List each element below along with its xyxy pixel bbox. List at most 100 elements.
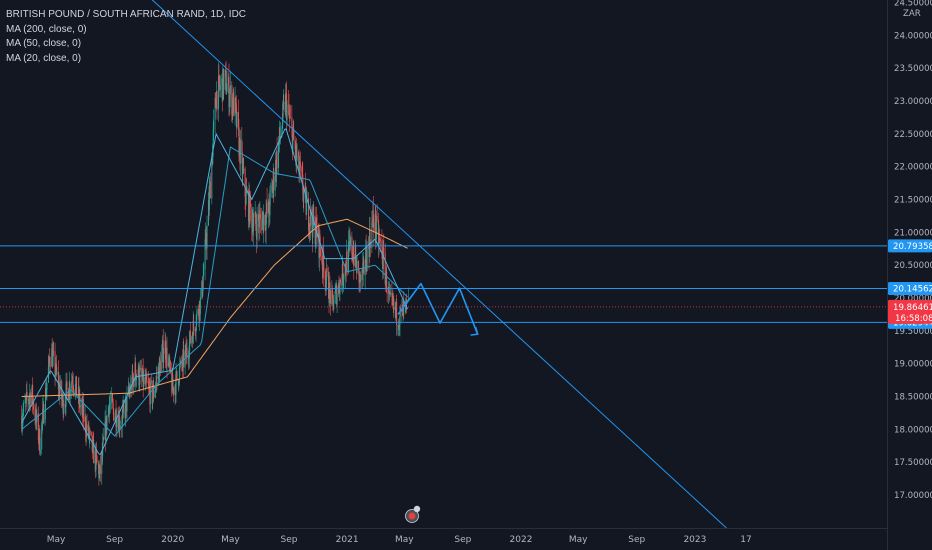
candle-body bbox=[368, 229, 370, 258]
candle-body bbox=[288, 105, 290, 116]
candle-body bbox=[252, 226, 254, 236]
candle-body bbox=[71, 381, 73, 390]
candle-body bbox=[85, 416, 87, 433]
candle-body bbox=[68, 396, 70, 401]
candle-body bbox=[197, 309, 199, 314]
time-tick-label: 2021 bbox=[336, 535, 359, 545]
candle-body bbox=[113, 408, 115, 421]
ma20-legend[interactable]: MA (20, close, 0) bbox=[6, 52, 82, 64]
candle-body bbox=[355, 245, 357, 264]
candle-body bbox=[276, 151, 278, 169]
candle-body bbox=[179, 365, 181, 369]
candle-body bbox=[217, 75, 219, 110]
candle-body bbox=[109, 404, 111, 405]
candle-body bbox=[402, 302, 404, 316]
candle-body bbox=[112, 403, 114, 409]
candle-body bbox=[272, 184, 274, 193]
candle-body bbox=[165, 341, 167, 360]
candle-body bbox=[212, 129, 214, 145]
candle-body bbox=[376, 216, 378, 220]
candle-body bbox=[372, 210, 374, 223]
candle-body bbox=[151, 380, 153, 384]
candle-body bbox=[27, 399, 29, 402]
candle-body bbox=[48, 356, 50, 361]
candle-body bbox=[183, 349, 185, 368]
ma20-line bbox=[21, 128, 409, 456]
candle-body bbox=[309, 208, 311, 227]
candle-body bbox=[326, 268, 328, 272]
candle-body bbox=[123, 403, 125, 409]
candle-body bbox=[364, 268, 366, 275]
candle-body bbox=[269, 191, 271, 216]
current-price-tag bbox=[888, 299, 932, 324]
ma50-legend[interactable]: MA (50, close, 0) bbox=[6, 38, 82, 49]
candle-body bbox=[386, 292, 388, 294]
candle-body bbox=[209, 181, 211, 199]
candle-body bbox=[405, 301, 407, 303]
candle-body bbox=[199, 296, 201, 315]
candle-body bbox=[108, 404, 110, 415]
candle-body bbox=[96, 449, 97, 457]
candle-body bbox=[346, 251, 348, 273]
level-tag-high-text: 20.79358 bbox=[893, 242, 932, 252]
candle-body bbox=[244, 168, 246, 198]
candle-body bbox=[21, 422, 23, 430]
candle-body bbox=[278, 141, 280, 144]
candle-body bbox=[204, 239, 206, 270]
candle-body bbox=[193, 320, 195, 329]
candle-body bbox=[89, 431, 91, 436]
candle-body bbox=[235, 97, 237, 105]
candle-body bbox=[132, 371, 134, 379]
candle-body bbox=[116, 427, 118, 428]
candle-body bbox=[339, 280, 341, 294]
candle-body bbox=[103, 438, 105, 440]
candle-body bbox=[329, 282, 331, 291]
candle-body bbox=[249, 195, 251, 224]
candle-body bbox=[106, 416, 108, 430]
candle-body bbox=[148, 384, 150, 386]
candle-body bbox=[114, 416, 116, 421]
candle-body bbox=[37, 413, 39, 441]
candle-body bbox=[296, 145, 298, 160]
candle-body bbox=[285, 93, 287, 113]
price-tick-label: 24.50000 bbox=[894, 0, 932, 9]
candle-body bbox=[342, 264, 344, 283]
price-tick-label: 21.00000 bbox=[894, 228, 932, 238]
candle-body bbox=[316, 217, 318, 226]
candle-body bbox=[139, 367, 141, 371]
candle-body bbox=[166, 347, 168, 367]
candle-body bbox=[158, 358, 160, 381]
candle-body bbox=[253, 217, 255, 227]
candle-body bbox=[391, 295, 393, 300]
candle-body bbox=[384, 252, 386, 284]
candle-body bbox=[223, 77, 225, 94]
candle-body bbox=[92, 439, 94, 441]
candle-body bbox=[362, 262, 364, 270]
candle-body bbox=[97, 462, 99, 468]
candle-body bbox=[203, 269, 205, 276]
candle-body bbox=[353, 253, 355, 267]
candle-body bbox=[151, 383, 153, 404]
candle-body bbox=[52, 354, 54, 367]
candle-body bbox=[63, 408, 65, 415]
candle-body bbox=[328, 282, 330, 303]
time-tick-label: May bbox=[395, 535, 414, 545]
candle-body bbox=[291, 117, 293, 128]
candle-body bbox=[331, 289, 333, 305]
candle-body bbox=[145, 377, 147, 384]
time-tick-label: May bbox=[47, 535, 66, 545]
candle-body bbox=[194, 328, 196, 332]
candle-body bbox=[281, 124, 283, 130]
symbol-title[interactable]: BRITISH POUND / SOUTH AFRICAN RAND, 1D, … bbox=[6, 9, 247, 20]
candle-body bbox=[274, 176, 276, 191]
candle-body bbox=[118, 415, 120, 429]
ma200-legend[interactable]: MA (200, close, 0) bbox=[6, 23, 87, 35]
candle-body bbox=[146, 380, 148, 383]
candle-body bbox=[294, 140, 296, 150]
candle-body bbox=[122, 409, 124, 415]
candle-body bbox=[351, 254, 353, 257]
candle-body bbox=[32, 385, 34, 403]
